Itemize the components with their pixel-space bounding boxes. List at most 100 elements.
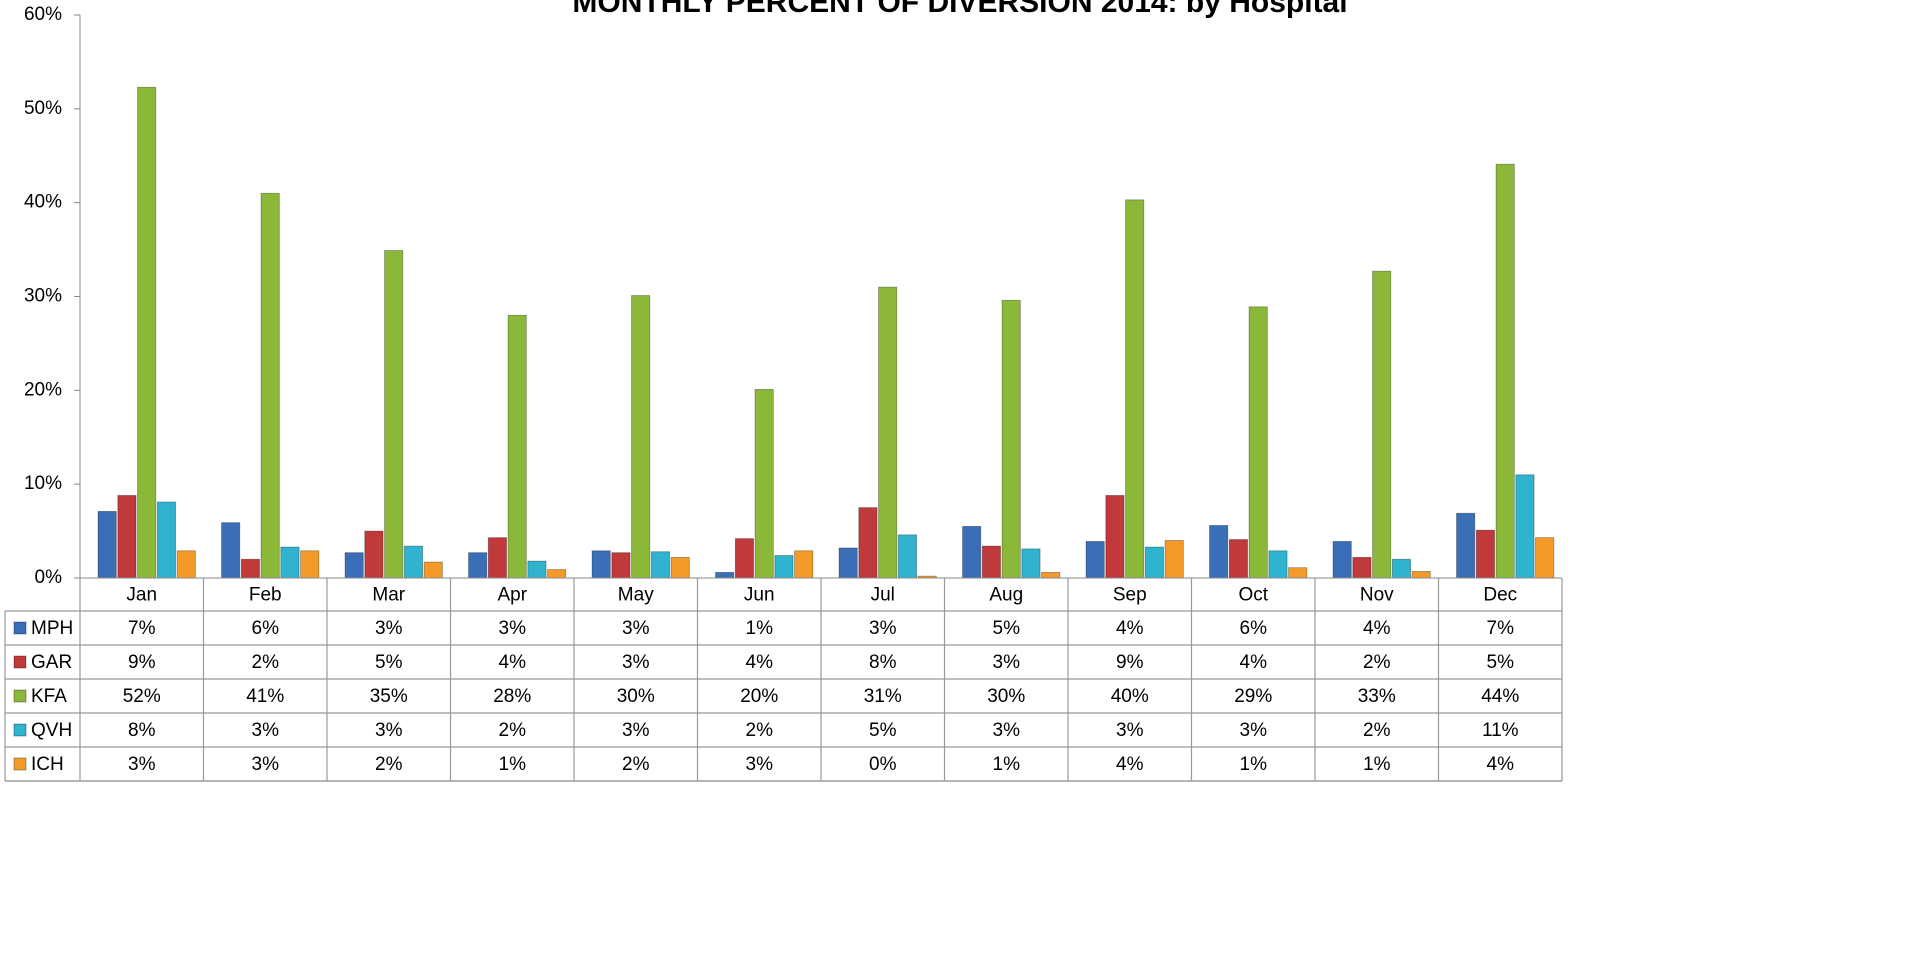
legend-swatch: [13, 757, 27, 771]
bar: [1228, 539, 1248, 579]
legend-swatch: [13, 621, 27, 635]
table-cell: 3%: [128, 754, 156, 775]
legend-label: GAR: [31, 652, 72, 673]
bar: [670, 556, 690, 579]
table-cell: 1%: [1363, 754, 1391, 775]
table-cell: 11%: [1482, 720, 1519, 741]
x-tick-label: May: [618, 585, 654, 606]
bar: [260, 192, 280, 579]
y-tick-label: 10%: [24, 473, 62, 494]
table-cell: 30%: [617, 686, 655, 707]
bar: [1001, 299, 1021, 579]
bar: [527, 560, 547, 579]
y-tick-label: 40%: [24, 192, 62, 213]
bar: [1288, 567, 1308, 579]
table-cell: 4%: [499, 652, 527, 673]
bar: [858, 507, 878, 579]
table-cell: 4%: [1363, 618, 1391, 639]
table-cell: 7%: [128, 618, 156, 639]
table-cell: 6%: [1240, 618, 1268, 639]
table-cell: 1%: [746, 618, 774, 639]
table-cell: 2%: [375, 754, 403, 775]
x-tick-label: Jan: [126, 585, 157, 606]
bar: [591, 550, 611, 579]
x-tick-label: Jul: [871, 585, 895, 606]
bar: [403, 545, 423, 579]
bar: [1391, 558, 1411, 579]
legend-swatch: [13, 655, 27, 669]
bar: [838, 547, 858, 579]
table-cell: 3%: [869, 618, 897, 639]
table-cell: 2%: [1363, 652, 1391, 673]
bar: [1164, 540, 1184, 579]
table-cell: 3%: [252, 754, 280, 775]
table-cell: 35%: [370, 686, 408, 707]
table-cell: 52%: [123, 686, 161, 707]
bar: [1085, 541, 1105, 579]
x-tick-label: Aug: [989, 585, 1023, 606]
y-tick-label: 60%: [24, 4, 62, 25]
bar: [468, 552, 488, 579]
table-cell: 4%: [1116, 754, 1144, 775]
table-cell: 4%: [746, 652, 774, 673]
table-cell: 44%: [1481, 686, 1519, 707]
legend-label: ICH: [31, 754, 64, 775]
table-cell: 8%: [869, 652, 897, 673]
bar: [774, 555, 794, 579]
x-tick-label: Feb: [249, 585, 282, 606]
table-cell: 4%: [1240, 652, 1268, 673]
bar: [364, 530, 384, 579]
bar: [1515, 474, 1535, 579]
bar: [1248, 306, 1268, 579]
bar: [962, 525, 982, 579]
table-cell: 3%: [252, 720, 280, 741]
bar: [280, 546, 300, 579]
table-cell: 2%: [499, 720, 527, 741]
y-tick-label: 50%: [24, 98, 62, 119]
table-cell: 8%: [128, 720, 156, 741]
bar: [221, 522, 241, 579]
bar: [176, 550, 196, 579]
x-tick-label: Apr: [497, 585, 527, 606]
legend-label: MPH: [31, 618, 73, 639]
table-cell: 2%: [622, 754, 650, 775]
bar: [384, 250, 404, 579]
legend-swatch: [13, 689, 27, 703]
bar: [1495, 163, 1515, 579]
bar: [547, 569, 567, 579]
bar: [97, 510, 117, 579]
y-tick-label: 0%: [35, 567, 63, 588]
table-cell: 0%: [869, 754, 897, 775]
bar: [754, 388, 774, 579]
table-cell: 6%: [252, 618, 280, 639]
table-cell: 3%: [746, 754, 774, 775]
bar: [897, 534, 917, 579]
bar: [734, 538, 754, 579]
legend-swatch: [13, 723, 27, 737]
bar: [1209, 525, 1229, 579]
table-cell: 3%: [375, 618, 403, 639]
bar: [1456, 512, 1476, 579]
bar: [631, 295, 651, 579]
table-cell: 2%: [746, 720, 774, 741]
table-cell: 5%: [1487, 652, 1515, 673]
bar: [344, 552, 364, 579]
bar: [1105, 495, 1125, 579]
bar: [981, 545, 1001, 579]
table-cell: 4%: [1487, 754, 1515, 775]
table-cell: 2%: [1363, 720, 1391, 741]
table-cell: 41%: [246, 686, 284, 707]
x-tick-label: Mar: [372, 585, 405, 606]
table-cell: 28%: [493, 686, 531, 707]
table-cell: 1%: [1240, 754, 1268, 775]
x-tick-label: Sep: [1113, 585, 1147, 606]
bar: [715, 571, 735, 579]
bar: [1125, 199, 1145, 579]
table-cell: 30%: [987, 686, 1025, 707]
table-cell: 31%: [864, 686, 902, 707]
bar: [1144, 546, 1164, 579]
bar: [1021, 548, 1041, 579]
table-cell: 3%: [622, 720, 650, 741]
bar: [300, 550, 320, 579]
table-cell: 3%: [1240, 720, 1268, 741]
